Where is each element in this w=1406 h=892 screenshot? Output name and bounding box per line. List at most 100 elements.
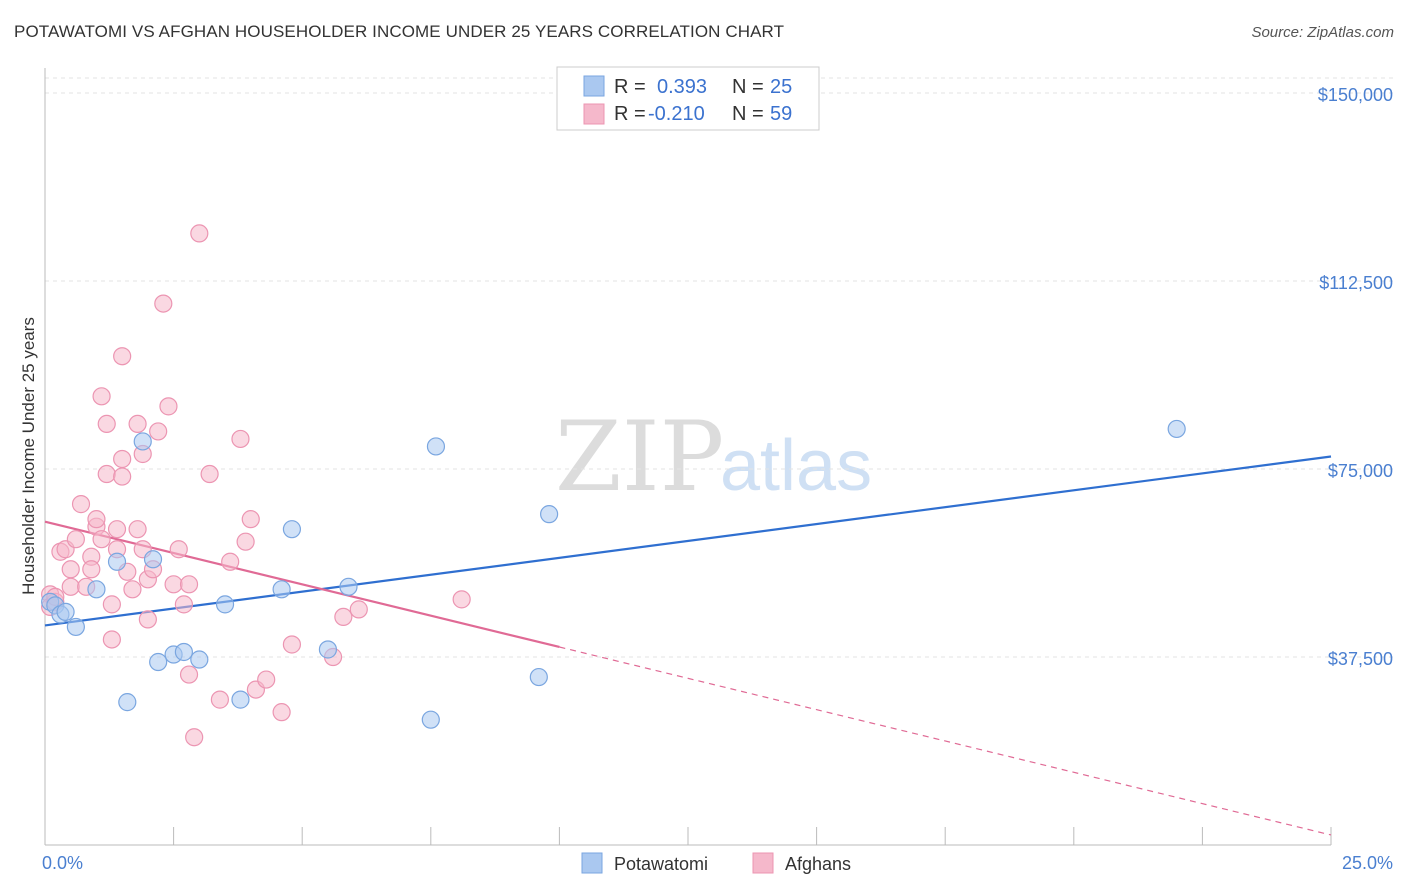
point-afghans xyxy=(334,607,353,627)
point-afghans xyxy=(113,347,132,366)
point-afghans xyxy=(97,464,116,484)
point-afghans xyxy=(236,532,255,551)
point-afghans xyxy=(92,530,111,549)
point-potawatomi xyxy=(133,432,152,451)
point-potawatomi xyxy=(66,617,85,637)
y-tick-label: $37,500 xyxy=(1328,649,1393,669)
point-afghans xyxy=(82,560,101,579)
x-tick-label-max: 25.0% xyxy=(1342,853,1393,873)
bottom-legend-potawatomi: Potawatomi xyxy=(614,854,708,874)
point-potawatomi xyxy=(87,580,106,599)
bottom-legend: Potawatomi Afghans xyxy=(581,852,851,874)
point-afghans xyxy=(241,510,260,529)
legend-r-value-2: -0.210 xyxy=(648,103,705,125)
bottom-legend-swatch-potawatomi xyxy=(581,852,603,874)
y-axis-label: Householder Income Under 25 years xyxy=(19,317,38,595)
point-potawatomi xyxy=(56,602,75,621)
point-afghans xyxy=(179,575,199,594)
point-afghans xyxy=(174,595,193,614)
point-afghans xyxy=(272,703,291,722)
y-tick-label: $112,500 xyxy=(1319,273,1393,293)
axes xyxy=(44,68,1332,846)
point-afghans xyxy=(107,520,127,539)
y-tick-label: $150,000 xyxy=(1318,85,1393,105)
point-afghans xyxy=(149,422,168,441)
point-potawatomi xyxy=(339,577,358,596)
point-afghans xyxy=(190,224,209,243)
point-afghans xyxy=(102,630,121,649)
point-afghans xyxy=(128,520,147,539)
point-potawatomi xyxy=(190,650,209,669)
point-afghans xyxy=(179,665,199,684)
legend-swatch-potawatomi xyxy=(583,75,605,97)
legend-r-label-2: R = xyxy=(614,103,646,125)
point-afghans xyxy=(452,590,471,609)
point-potawatomi xyxy=(107,552,127,571)
bottom-legend-swatch-afghans xyxy=(752,852,774,874)
legend: R = 0.393 N = 25 R = -0.210 N = 59 xyxy=(556,66,820,131)
point-potawatomi xyxy=(529,667,548,687)
point-afghans xyxy=(185,728,204,747)
point-afghans xyxy=(221,552,240,571)
point-potawatomi xyxy=(149,652,168,672)
point-afghans xyxy=(113,467,132,486)
watermark: ZIP atlas xyxy=(555,401,872,513)
point-potawatomi xyxy=(143,550,163,569)
y-tick-labels: $37,500 $75,000 $112,500 $150,000 xyxy=(1318,85,1393,669)
legend-r-value-1: 0.393 xyxy=(657,76,707,98)
point-afghans xyxy=(138,610,157,629)
point-afghans xyxy=(154,294,173,313)
point-afghans xyxy=(159,397,178,416)
scatter-points xyxy=(41,224,1186,747)
point-potawatomi xyxy=(118,693,137,712)
x-tick-label-min: 0.0% xyxy=(42,853,83,873)
point-potawatomi xyxy=(282,520,302,539)
watermark-atlas: atlas xyxy=(720,426,872,506)
trend-line-potawatomi xyxy=(44,455,1332,627)
point-afghans xyxy=(66,530,85,549)
point-afghans xyxy=(92,387,111,406)
point-potawatomi xyxy=(272,580,291,599)
point-afghans xyxy=(282,635,302,654)
y-tick-label: $75,000 xyxy=(1328,461,1393,481)
point-potawatomi xyxy=(215,595,235,614)
source-label: Source: ZipAtlas.com xyxy=(1251,24,1394,41)
point-afghans xyxy=(61,577,80,596)
chart-title: POTAWATOMI VS AFGHAN HOUSEHOLDER INCOME … xyxy=(14,22,785,41)
legend-n-value-1: 25 xyxy=(770,76,792,98)
point-potawatomi xyxy=(421,710,440,729)
legend-n-value-2: 59 xyxy=(770,103,792,125)
point-afghans xyxy=(113,449,132,469)
trend-line-dashed-afghans xyxy=(559,646,1332,836)
point-afghans xyxy=(61,560,80,579)
trend-line-afghans xyxy=(44,520,560,649)
point-afghans xyxy=(169,540,188,559)
point-afghans xyxy=(210,690,229,709)
point-potawatomi xyxy=(540,505,559,524)
point-potawatomi xyxy=(174,642,193,662)
point-potawatomi xyxy=(1167,419,1186,439)
point-afghans xyxy=(164,575,183,594)
point-afghans xyxy=(257,670,276,689)
legend-swatch-afghans xyxy=(583,103,605,125)
legend-r-label-1: R = xyxy=(614,76,646,98)
trend-lines xyxy=(44,455,1332,836)
point-afghans xyxy=(200,464,219,484)
point-afghans xyxy=(71,495,91,514)
x-tick-labels: 0.0% 25.0% xyxy=(42,853,1393,873)
point-afghans xyxy=(87,510,106,529)
point-potawatomi xyxy=(426,437,446,456)
point-potawatomi xyxy=(231,690,250,709)
point-afghans xyxy=(123,580,142,599)
point-afghans xyxy=(102,595,121,614)
legend-n-label-1: N = xyxy=(732,76,764,98)
legend-n-label-2: N = xyxy=(732,103,764,125)
point-afghans xyxy=(349,600,368,619)
watermark-zip: ZIP xyxy=(555,401,724,513)
bottom-legend-afghans: Afghans xyxy=(785,854,851,874)
point-potawatomi xyxy=(318,640,338,659)
point-afghans xyxy=(97,414,116,434)
point-afghans xyxy=(128,414,147,434)
point-afghans xyxy=(231,429,250,449)
